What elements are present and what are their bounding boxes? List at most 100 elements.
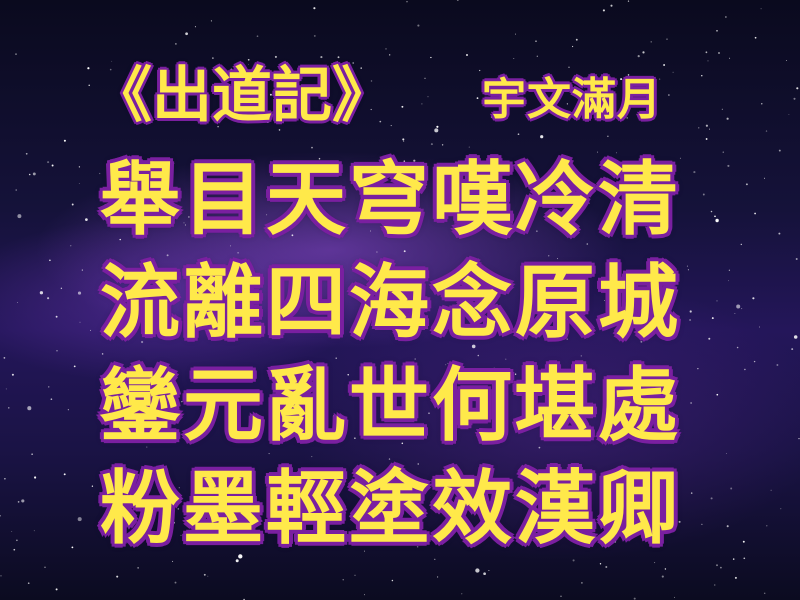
star	[5, 388, 7, 390]
star	[708, 337, 711, 340]
star	[203, 473, 205, 475]
star	[434, 558, 436, 560]
star	[734, 576, 737, 579]
star	[268, 453, 270, 455]
star	[690, 492, 693, 494]
star	[242, 225, 245, 228]
star	[759, 326, 761, 328]
star	[753, 360, 756, 363]
star	[697, 368, 699, 370]
star	[674, 439, 676, 441]
star	[427, 96, 429, 98]
star	[401, 442, 404, 445]
star	[728, 269, 731, 271]
star	[572, 559, 575, 562]
star	[551, 303, 553, 306]
star	[743, 557, 746, 560]
star	[493, 292, 495, 294]
star	[402, 138, 405, 141]
star	[488, 570, 490, 571]
star	[701, 75, 703, 77]
star	[602, 9, 605, 12]
star	[119, 170, 122, 173]
star	[116, 575, 119, 578]
star	[726, 117, 729, 120]
poem-author: 宇文滿月	[482, 74, 662, 125]
star	[227, 436, 229, 438]
star	[796, 87, 799, 90]
star	[798, 437, 800, 440]
star	[478, 527, 481, 529]
star	[186, 509, 191, 514]
star	[793, 335, 798, 339]
star	[311, 146, 313, 149]
star	[250, 441, 253, 443]
star	[320, 56, 323, 59]
star	[354, 574, 356, 576]
star	[479, 69, 481, 72]
star	[533, 479, 536, 481]
star	[119, 238, 121, 241]
star	[705, 51, 708, 54]
star	[631, 201, 634, 204]
star	[141, 340, 144, 344]
star	[477, 354, 480, 357]
star	[274, 55, 277, 58]
star	[8, 407, 10, 409]
star	[645, 201, 647, 203]
star	[408, 218, 413, 223]
star	[490, 115, 493, 119]
star	[172, 560, 174, 562]
star	[181, 401, 183, 403]
star	[765, 130, 768, 132]
star	[70, 245, 72, 247]
star	[11, 531, 13, 532]
star	[176, 106, 178, 108]
star	[770, 489, 772, 491]
star	[130, 294, 131, 296]
star	[0, 575, 2, 577]
star	[56, 350, 58, 352]
star	[456, 0, 459, 2]
star	[627, 74, 630, 76]
star	[621, 528, 624, 530]
star	[490, 527, 492, 529]
star	[638, 299, 640, 301]
star	[203, 319, 205, 321]
star	[269, 93, 272, 96]
star	[583, 496, 585, 499]
star	[47, 297, 50, 300]
star	[116, 300, 118, 303]
poem-line-1: 舉目天穹嘆冷清	[100, 153, 681, 246]
star	[689, 310, 692, 313]
star	[136, 274, 139, 276]
star	[174, 581, 177, 584]
star	[71, 203, 74, 206]
star	[13, 548, 16, 551]
star	[138, 376, 142, 379]
star	[626, 117, 628, 119]
star	[716, 393, 719, 396]
star	[376, 513, 378, 515]
star	[78, 183, 80, 185]
star	[607, 135, 609, 137]
star	[163, 386, 165, 389]
star	[597, 151, 599, 153]
star	[343, 226, 345, 228]
star	[55, 588, 58, 591]
star	[309, 208, 312, 211]
star	[707, 60, 709, 62]
star	[514, 373, 517, 375]
star	[73, 365, 76, 368]
star	[744, 368, 746, 371]
star	[529, 409, 532, 412]
star	[430, 143, 433, 146]
star	[689, 319, 692, 321]
star	[120, 504, 122, 506]
star	[599, 563, 602, 565]
star	[736, 346, 739, 349]
star	[760, 8, 762, 10]
star	[146, 446, 148, 448]
star	[722, 151, 724, 153]
star	[48, 386, 50, 388]
